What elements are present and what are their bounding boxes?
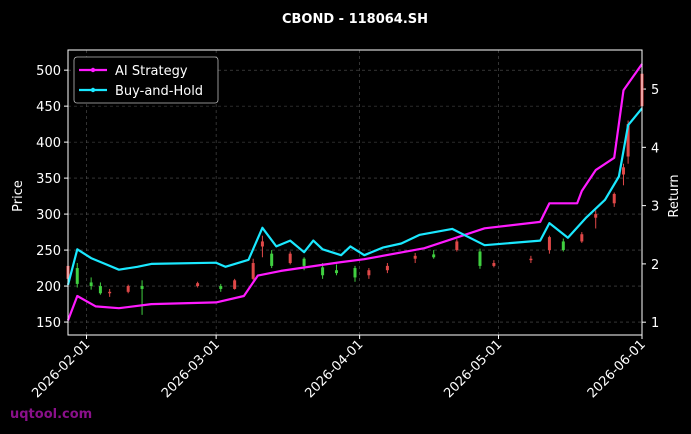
candle-body bbox=[196, 283, 200, 287]
candle-body bbox=[367, 270, 371, 276]
x-tick-label: 2026-02-01 bbox=[29, 337, 93, 401]
legend-marker bbox=[90, 87, 96, 93]
candle-body bbox=[98, 286, 102, 294]
candle-body bbox=[334, 270, 338, 274]
legend-marker bbox=[90, 67, 96, 73]
y-tick-label: 250 bbox=[36, 244, 61, 259]
x-tick-label: 2026-06-01 bbox=[585, 337, 649, 401]
series-line bbox=[66, 63, 643, 321]
y-tick-label: 300 bbox=[36, 208, 61, 223]
x-tick-label: 2026-03-01 bbox=[159, 337, 223, 401]
y-tick-label: 450 bbox=[36, 100, 61, 115]
candle-body bbox=[126, 286, 130, 292]
candle-body bbox=[140, 286, 144, 289]
candle-body bbox=[529, 258, 533, 261]
y-tick-label: 350 bbox=[36, 172, 61, 187]
x-tick-label: 2026-04-01 bbox=[302, 337, 366, 401]
candle-body bbox=[233, 280, 237, 289]
candle-body bbox=[260, 241, 264, 247]
candle-body bbox=[288, 253, 292, 264]
candle-body bbox=[251, 263, 255, 279]
candle-body bbox=[413, 255, 417, 259]
candle-body bbox=[321, 267, 325, 276]
candle-body bbox=[547, 237, 551, 251]
candle-body bbox=[626, 124, 630, 157]
candle-body bbox=[478, 251, 482, 266]
chart-title: CBOND - 118064.SH bbox=[282, 12, 428, 27]
candle-body bbox=[621, 167, 625, 175]
candle-body bbox=[353, 268, 357, 278]
watermark: uqtool.com bbox=[10, 407, 92, 422]
candle-body bbox=[75, 268, 79, 284]
candle-body bbox=[612, 193, 616, 204]
y2-tick-label: 3 bbox=[651, 200, 659, 215]
candle-body bbox=[580, 234, 584, 242]
candle-body bbox=[385, 265, 389, 271]
x-tick-label: 2026-05-01 bbox=[441, 337, 505, 401]
y-tick-label: 150 bbox=[36, 316, 61, 331]
plot-frame bbox=[67, 49, 643, 336]
y2-tick-label: 1 bbox=[651, 316, 659, 331]
candle-body bbox=[492, 263, 496, 266]
series-line bbox=[66, 107, 643, 286]
candle-body bbox=[432, 254, 436, 258]
y2-tick-label: 4 bbox=[651, 141, 659, 156]
y-axis-label: Price bbox=[11, 180, 26, 212]
candle-body bbox=[302, 258, 306, 266]
candle-body bbox=[89, 282, 93, 287]
legend-box bbox=[73, 56, 219, 104]
candle-body bbox=[219, 286, 223, 289]
candle-body bbox=[561, 241, 565, 251]
candle-body bbox=[594, 214, 598, 218]
y-tick-label: 200 bbox=[36, 280, 61, 295]
y-tick-label: 400 bbox=[36, 136, 61, 151]
legend-label: Buy-and-Hold bbox=[115, 84, 203, 99]
legend-label: AI Strategy bbox=[115, 64, 188, 79]
y-tick-label: 500 bbox=[36, 64, 61, 79]
candle-body bbox=[270, 253, 274, 266]
y2-tick-label: 2 bbox=[651, 258, 659, 273]
y2-axis-label: Return bbox=[667, 174, 682, 217]
candle-body bbox=[455, 241, 459, 251]
candle-body bbox=[108, 291, 112, 294]
y2-tick-label: 5 bbox=[651, 83, 659, 98]
